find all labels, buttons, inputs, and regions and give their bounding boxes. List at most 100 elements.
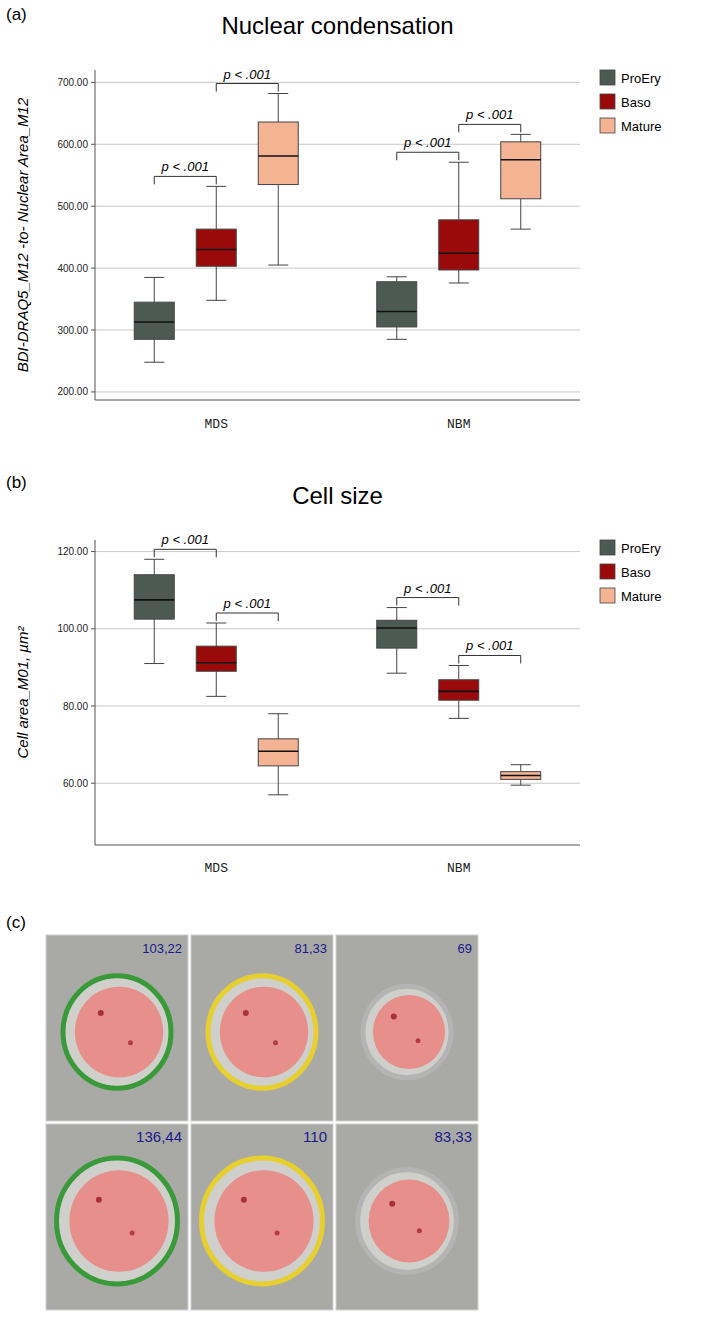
panel-letter: (c) [6, 913, 26, 932]
whisker-lower [154, 339, 155, 362]
grid-line [95, 206, 580, 207]
whisker-upper [216, 623, 217, 646]
tick-label: 120.00 [57, 546, 88, 557]
category-label: NBM [447, 417, 470, 432]
whisker-cap [449, 162, 469, 163]
box [501, 142, 541, 199]
median-line [501, 775, 541, 777]
grid-line [95, 706, 580, 707]
tick-label: 80.00 [63, 701, 88, 712]
image-label: 136,44 [136, 1128, 182, 1145]
box [377, 282, 417, 327]
tick-mark [91, 706, 95, 707]
cell-membrane [363, 986, 451, 1078]
whisker-upper [520, 765, 521, 772]
tick-label: 300.00 [57, 325, 88, 336]
nucleus-spot [275, 1231, 280, 1236]
nucleus-spot [96, 1197, 102, 1203]
legend-swatch [600, 540, 615, 555]
x-axis [95, 845, 580, 846]
tick-mark [91, 391, 95, 392]
annotation: p < .001 [403, 135, 451, 150]
tick-label: 60.00 [63, 778, 88, 789]
annotation: p < .001 [223, 67, 271, 82]
whisker-cap [144, 663, 164, 664]
legend-swatch [600, 94, 615, 109]
grid-line [95, 391, 580, 392]
cell-nucleus [69, 1170, 168, 1272]
significance-bracket [216, 613, 278, 621]
whisker-cap [387, 276, 407, 277]
panel-letter: (a) [6, 5, 27, 24]
image-tile [46, 1124, 188, 1310]
y-axis [95, 70, 96, 400]
whisker-cap [511, 229, 531, 230]
nucleus-spot [241, 1197, 247, 1203]
category-label: NBM [447, 861, 470, 876]
nucleus-spot [391, 1014, 397, 1020]
whisker-cap [268, 794, 288, 795]
whisker-cap [268, 713, 288, 714]
median-line [439, 252, 479, 254]
legend-label: ProEry [621, 541, 661, 556]
whisker-upper [520, 134, 521, 141]
image-tile [191, 935, 333, 1121]
whisker-upper [396, 608, 397, 621]
nucleus-spot [243, 1010, 249, 1016]
median-line [377, 627, 417, 629]
box [134, 575, 174, 619]
grid-line [95, 628, 580, 629]
significance-bracket [154, 176, 216, 184]
whisker-lower [154, 619, 155, 663]
whisker-cap [387, 673, 407, 674]
legend-label: Baso [621, 95, 651, 110]
annotation: p < .001 [465, 638, 513, 653]
annotation: p < .001 [223, 596, 271, 611]
tick-mark [91, 206, 95, 207]
whisker-upper [216, 186, 217, 229]
box [377, 620, 417, 648]
tick-label: 700.00 [57, 77, 88, 88]
tick-mark [91, 551, 95, 552]
panel-letter: (b) [6, 473, 27, 492]
whisker-cap [449, 282, 469, 283]
whisker-lower [216, 671, 217, 696]
whisker-lower [520, 779, 521, 785]
tick-mark [91, 628, 95, 629]
whisker-upper [396, 277, 397, 282]
significance-bracket [154, 549, 216, 557]
tick-label: 100.00 [57, 623, 88, 634]
whisker-lower [396, 327, 397, 339]
box [501, 772, 541, 780]
whisker-cap [144, 277, 164, 278]
tick-mark [91, 783, 95, 784]
whisker-cap [144, 362, 164, 363]
median-line [196, 249, 236, 251]
median-line [439, 691, 479, 693]
median-line [134, 321, 174, 323]
whisker-upper [154, 277, 155, 302]
image-label: 69 [458, 941, 472, 956]
whisker-cap [387, 607, 407, 608]
image-tile [336, 935, 478, 1121]
nucleus-spot [417, 1228, 422, 1233]
image-label: 81,33 [294, 941, 327, 956]
median-line [501, 159, 541, 161]
legend-swatch [600, 564, 615, 579]
whisker-upper [278, 714, 279, 739]
nucleus-spot [128, 1040, 133, 1045]
cell-nucleus [75, 987, 164, 1078]
whisker-upper [458, 162, 459, 220]
whisker-cap [449, 665, 469, 666]
box [439, 220, 479, 270]
box [258, 122, 298, 185]
plot-area [134, 559, 541, 795]
tick-label: 200.00 [57, 386, 88, 397]
whisker-lower [278, 766, 279, 795]
whisker-cap [511, 764, 531, 765]
whisker-lower [458, 270, 459, 283]
nucleus-spot [130, 1231, 135, 1236]
box [196, 229, 236, 266]
legend-label: ProEry [621, 71, 661, 86]
whisker-lower [458, 700, 459, 718]
